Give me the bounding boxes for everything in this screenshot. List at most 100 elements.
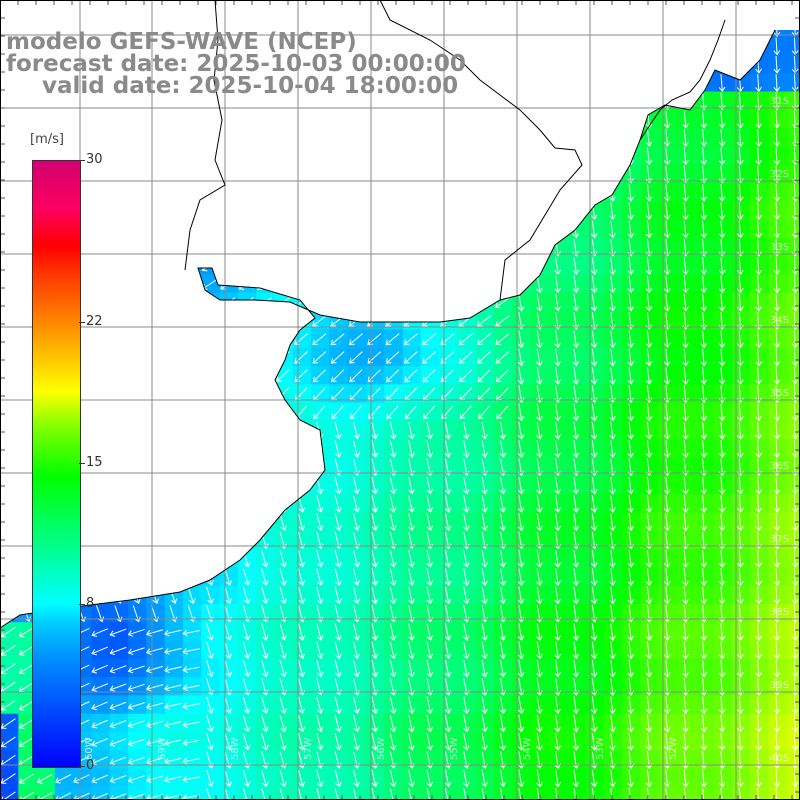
wind-cell xyxy=(494,420,513,440)
wind-cell xyxy=(384,512,404,532)
wind-cell xyxy=(475,567,495,587)
wind-cell xyxy=(347,475,367,495)
wind-cell xyxy=(786,36,800,56)
wind-cell xyxy=(786,439,800,459)
wind-cell xyxy=(567,658,587,678)
colorbar-tick-mark xyxy=(79,463,85,464)
wind-cell xyxy=(677,201,696,221)
wind-cell xyxy=(622,512,642,532)
wind-cell xyxy=(640,439,660,459)
wind-cell xyxy=(549,274,568,294)
wind-cell xyxy=(677,549,696,568)
wind-cell xyxy=(567,640,587,660)
wind-cell xyxy=(713,567,733,587)
wind-cell xyxy=(567,750,587,770)
wind-cell xyxy=(603,274,623,294)
wind-cell xyxy=(549,347,568,367)
wind-cell xyxy=(402,347,422,367)
wind-cell xyxy=(695,567,715,587)
wind-cell xyxy=(750,274,770,294)
wind-cell xyxy=(695,420,715,440)
lat-label: 40S xyxy=(770,753,789,764)
wind-cell xyxy=(384,585,404,605)
wind-cell xyxy=(732,457,751,477)
wind-cell xyxy=(622,457,642,477)
wind-cell xyxy=(732,274,751,294)
wind-cell xyxy=(768,109,788,129)
wind-cell xyxy=(585,585,605,605)
wind-cell xyxy=(750,402,770,422)
wind-cell xyxy=(549,530,568,550)
wind-cell xyxy=(677,109,696,129)
wind-cell xyxy=(640,201,660,221)
wind-cell xyxy=(640,219,660,239)
wind-cell xyxy=(549,256,568,276)
wind-cell xyxy=(786,146,800,166)
wind-cell xyxy=(713,311,733,330)
wind-cell xyxy=(750,439,770,459)
wind-cell xyxy=(567,494,587,513)
wind-cell xyxy=(549,457,568,477)
wind-cell xyxy=(128,603,147,623)
wind-cell xyxy=(237,786,257,800)
wind-cell xyxy=(530,494,550,513)
wind-cell xyxy=(750,457,770,477)
wind-cell xyxy=(329,439,349,459)
wind-cell xyxy=(494,329,513,349)
wind-cell xyxy=(585,786,605,800)
wind-cell xyxy=(603,768,623,788)
wind-cell xyxy=(549,713,568,733)
wind-cell xyxy=(695,530,715,550)
wind-cell xyxy=(603,530,623,550)
wind-cell xyxy=(457,475,477,495)
wind-cell xyxy=(420,549,440,568)
colorbar xyxy=(32,160,81,768)
wind-cell xyxy=(750,164,770,184)
wind-cell xyxy=(567,329,587,349)
wind-cell xyxy=(622,622,642,642)
wind-cell xyxy=(622,439,642,459)
wind-cell xyxy=(420,329,440,349)
colorbar-tick-label: 30 xyxy=(86,152,103,167)
wind-cell xyxy=(640,329,660,349)
wind-cell xyxy=(530,329,550,349)
wind-cell xyxy=(585,494,605,513)
wind-cell xyxy=(713,109,733,129)
wind-cell xyxy=(622,768,642,788)
wind-cell xyxy=(658,439,678,459)
wind-cell xyxy=(384,549,404,568)
wind-cell xyxy=(475,457,495,477)
wind-cell xyxy=(658,237,678,257)
wind-cell xyxy=(603,494,623,513)
wind-cell xyxy=(695,329,715,349)
wind-cell xyxy=(658,530,678,550)
lon-label: 57W xyxy=(303,737,314,760)
lat-label: 31S xyxy=(770,96,789,107)
wind-cell xyxy=(475,347,495,367)
wind-cell xyxy=(402,457,422,477)
wind-cell xyxy=(347,494,367,513)
colorbar-tick-label: 15 xyxy=(86,455,103,470)
wind-cell xyxy=(549,366,568,385)
wind-cell xyxy=(475,549,495,568)
wind-cell xyxy=(549,512,568,532)
wind-cell xyxy=(713,494,733,513)
wind-cell xyxy=(347,512,367,532)
lon-label: 54W xyxy=(522,737,533,760)
wind-cell xyxy=(786,128,800,147)
wind-cell xyxy=(768,128,788,147)
wind-cell xyxy=(622,732,642,751)
wind-cell xyxy=(677,347,696,367)
wind-cell xyxy=(622,292,642,312)
wind-cell xyxy=(603,457,623,477)
wind-cell xyxy=(695,237,715,257)
wind-cell xyxy=(640,475,660,495)
wind-cell xyxy=(677,292,696,312)
wind-cell xyxy=(384,420,404,440)
wind-cell xyxy=(640,237,660,257)
wind-cell xyxy=(768,347,788,367)
wind-cell xyxy=(658,512,678,532)
wind-cell xyxy=(768,549,788,568)
wind-cell xyxy=(786,329,800,349)
wind-cell xyxy=(695,549,715,568)
